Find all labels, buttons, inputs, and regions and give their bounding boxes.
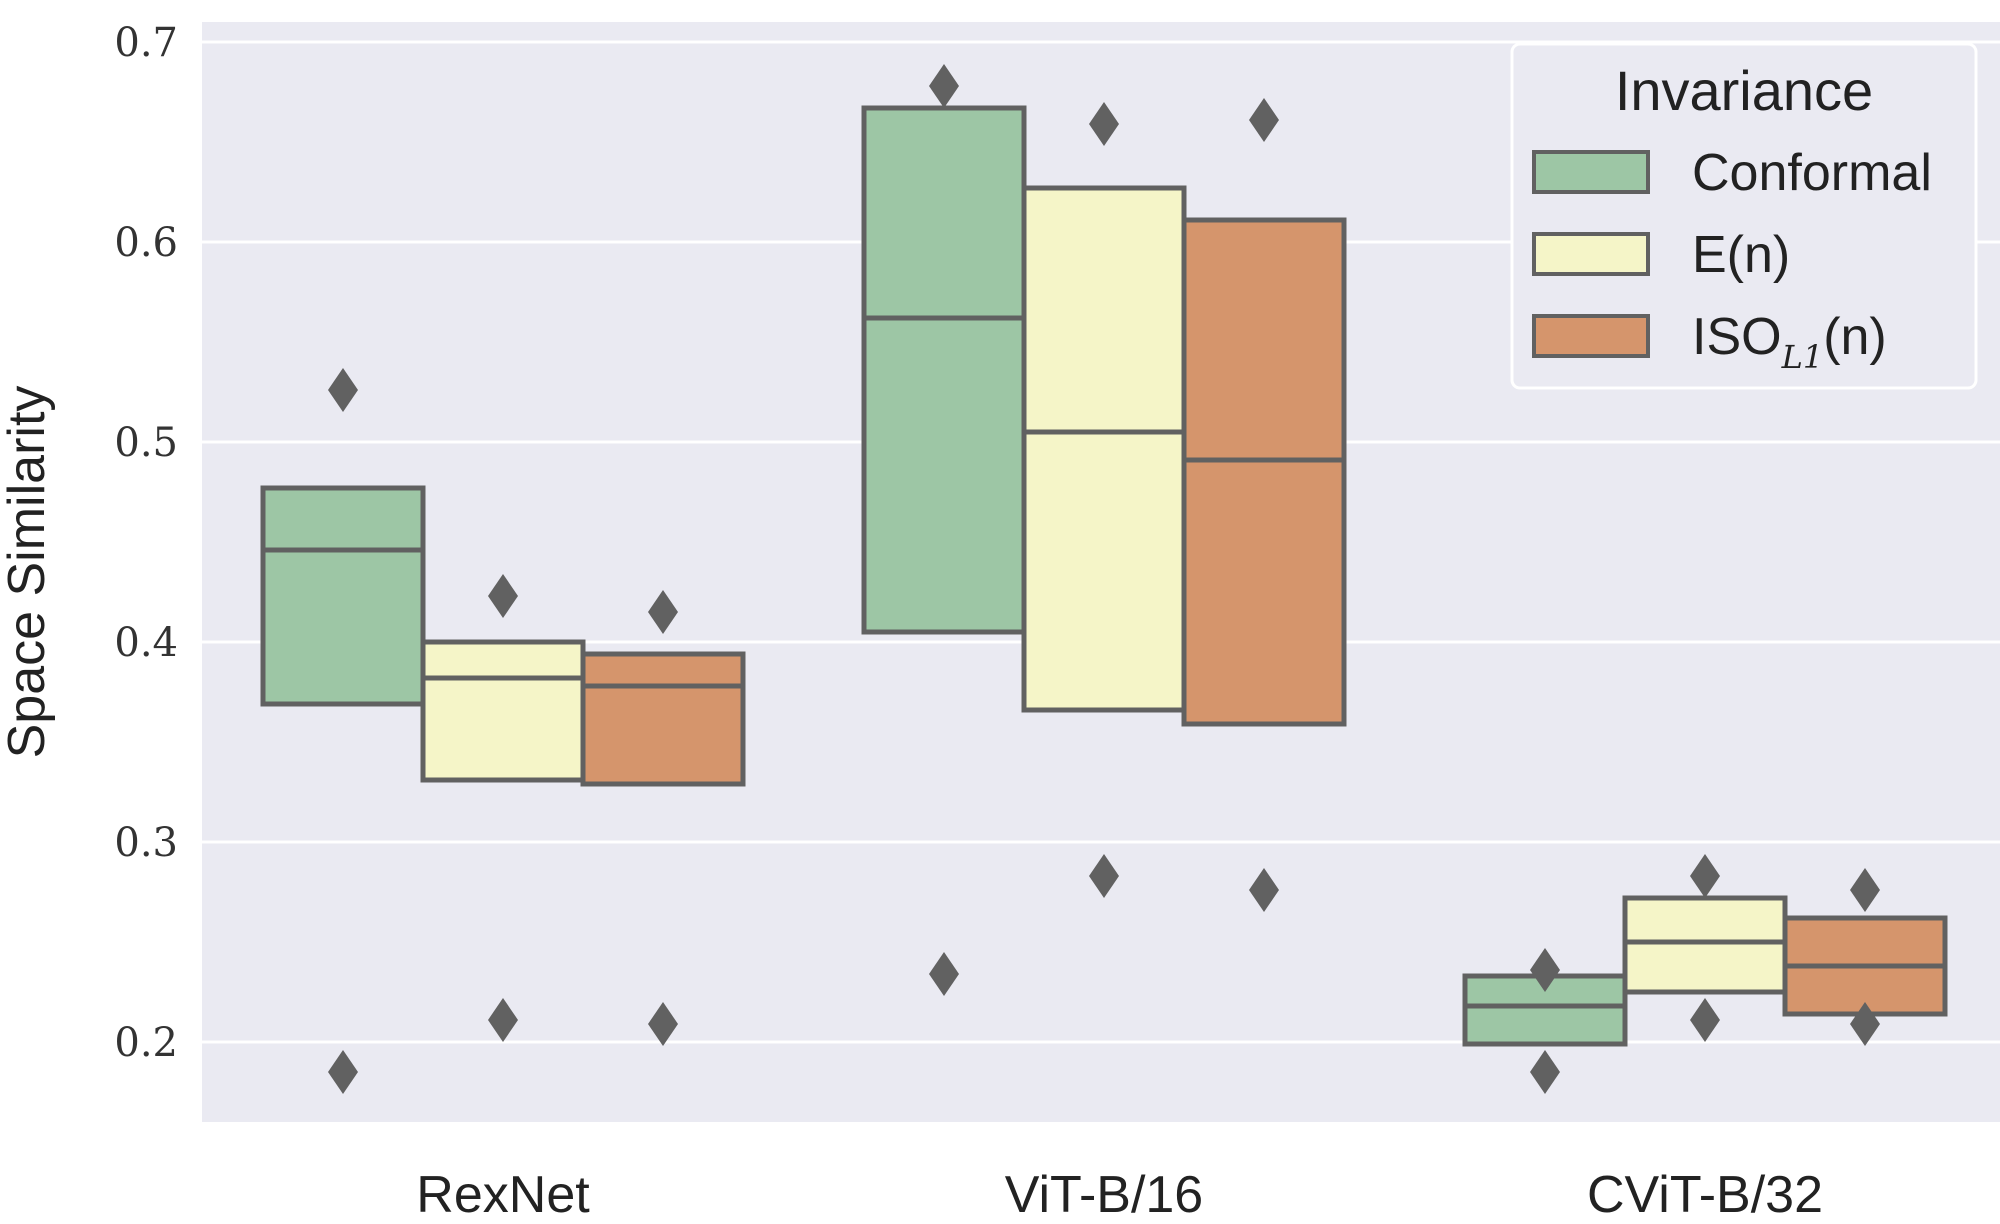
- legend-swatch: [1532, 232, 1650, 276]
- x-category-labels: RexNet ViT-B/16 CViT-B/32: [416, 1166, 1823, 1224]
- outlier-marker: [1530, 948, 1560, 992]
- box-conformal-0: [260, 485, 426, 707]
- outlier-marker: [328, 368, 358, 412]
- outlier-marker: [488, 574, 518, 618]
- outlier-marker: [929, 952, 959, 996]
- x-category-label: RexNet: [416, 1166, 590, 1224]
- outlier-marker: [1249, 868, 1279, 912]
- legend-label: Conformal: [1692, 144, 1932, 202]
- legend-label: ISOL1(n): [1692, 308, 1887, 376]
- y-tick-label: 0.4: [114, 620, 178, 666]
- outlier-marker: [1850, 1002, 1880, 1046]
- box-e-n--2: [1622, 895, 1788, 995]
- legend-swatch: [1532, 150, 1650, 194]
- box-iso-0: [580, 651, 746, 787]
- outlier-marker: [1089, 854, 1119, 898]
- box-conformal-1: [861, 105, 1027, 635]
- y-tick-label: 0.3: [114, 820, 178, 866]
- legend: Invariance Conformal E(n) ISOL1(n): [1510, 42, 1978, 390]
- y-tick-label: 0.7: [114, 20, 178, 66]
- outlier-marker: [1530, 1050, 1560, 1094]
- y-tick-label: 0.2: [114, 1020, 178, 1066]
- outlier-marker: [929, 64, 959, 108]
- outlier-marker: [1690, 854, 1720, 898]
- box-e-n--0: [420, 639, 586, 783]
- outlier-marker: [1690, 998, 1720, 1042]
- boxes: [260, 64, 1948, 1094]
- outlier-marker: [488, 998, 518, 1042]
- legend-title: Invariance: [1615, 59, 1873, 122]
- outlier-marker: [1249, 98, 1279, 142]
- box-e-n--1: [1021, 185, 1187, 713]
- x-category-label: ViT-B/16: [1005, 1166, 1203, 1224]
- outlier-marker: [328, 1050, 358, 1094]
- outlier-marker: [1850, 868, 1880, 912]
- legend-frame: [1510, 42, 1978, 390]
- y-tick-labels: 0.2 0.3 0.4 0.5 0.6 0.7: [114, 20, 178, 1066]
- x-category-label: CViT-B/32: [1587, 1166, 1823, 1224]
- box-iso-1: [1181, 217, 1347, 727]
- y-tick-label: 0.5: [114, 420, 178, 466]
- y-tick-label: 0.6: [114, 220, 178, 266]
- outlier-marker: [1089, 102, 1119, 146]
- y-axis-title: Space Similarity: [0, 386, 56, 759]
- outlier-marker: [648, 590, 678, 634]
- outlier-marker: [648, 1002, 678, 1046]
- legend-swatch: [1532, 314, 1650, 358]
- legend-label: E(n): [1692, 226, 1790, 284]
